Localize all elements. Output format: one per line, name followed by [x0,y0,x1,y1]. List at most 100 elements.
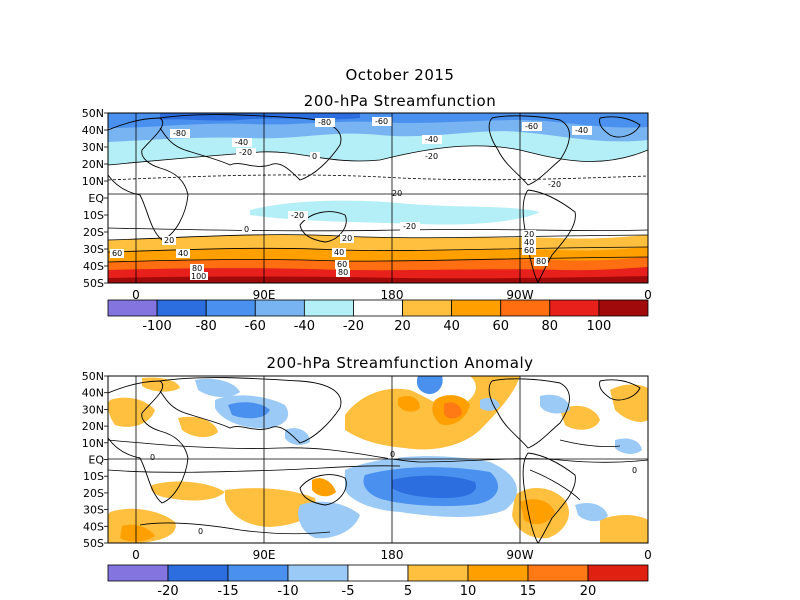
contour-label: -20 [548,180,561,189]
colorbar-label: 60 [492,319,509,334]
contour-label: 0 [632,466,637,475]
contour-label: -20 [239,148,252,157]
bottom-map-panel [108,376,648,543]
lat-tick-label: 20N [82,420,104,433]
lat-tick-label: 50N [82,107,104,120]
lat-tick-label: 40N [82,124,104,137]
lon-tick-label: 180 [381,288,404,302]
contour-label: 0 [244,225,249,234]
contour-label: -60 [375,117,388,126]
colorbar-swatch [587,564,649,582]
bottom-colorbar: -20 -15 -10 -5 5 10 15 20 [107,564,649,599]
contour-label: -20 [425,152,438,161]
lat-tick-label: 20N [82,158,104,171]
contour-label: 0 [312,152,317,161]
colorbar-swatch [527,564,589,582]
contour-label: 0 [390,450,395,459]
lat-tick-label: 50S [83,537,104,550]
colorbar-swatch [347,564,409,582]
colorbar-swatch [156,299,207,317]
lon-tick-label: 0 [132,288,140,302]
contour-label: -80 [173,129,186,138]
colorbar-label: -100 [142,319,172,334]
colorbar-swatch [467,564,529,582]
top-lat-labels: 50N 40N 30N 20N 10N EQ 10S 20S 30S 40S 50S [82,107,108,290]
top-panel-title: 200-hPa Streamfunction [303,92,497,110]
contour-label: -60 [525,122,538,131]
bottom-lat-labels: 50N 40N 30N 20N 10N EQ 10S 20S 30S 40S 50S [82,370,108,550]
chart-date: October 2015 [345,66,455,84]
contour-label: 20 [524,230,534,239]
colorbar-label: -80 [196,319,217,334]
contour-label: -80 [318,118,331,127]
colorbar-label: 20 [580,584,597,599]
contour-label: 20 [164,236,174,245]
contour-label: -20 [403,222,416,231]
colorbar-label: -15 [217,584,238,599]
colorbar-label: 10 [460,584,477,599]
contour-label: 80 [192,264,202,273]
colorbar-swatch [500,299,551,317]
colorbar-label: 15 [520,584,537,599]
colorbar-label: 5 [404,584,412,599]
colorbar-swatch [451,299,502,317]
colorbar-swatch [287,564,349,582]
contour-label: 0 [150,453,155,462]
contour-label: 20 [342,234,352,243]
colorbar-swatch [407,564,469,582]
contour-label: 40 [334,248,344,257]
contour-label: -40 [235,138,248,147]
contour-label: 80 [536,257,546,266]
lon-tick-label: 90E [253,548,276,562]
top-map-panel [108,113,648,283]
colorbar-swatch [254,299,305,317]
bottom-map-labels: 0 0 0 0 [148,450,640,536]
top-grid [108,113,648,283]
lon-tick-label: 180 [381,548,404,562]
lat-tick-label: 10N [82,437,104,450]
lat-tick-label: EQ [88,192,104,205]
colorbar-swatch [167,564,229,582]
top-map-labels: -80 -40 -20 -80 -60 -40 -20 -60 -40 -20 … [110,117,592,281]
lat-tick-label: 40N [82,387,104,400]
lat-tick-label: 10N [82,175,104,188]
lat-tick-label: 10S [83,470,104,483]
colorbar-swatch [402,299,453,317]
contour-label: 0 [198,527,203,536]
colorbar-label: 20 [394,319,411,334]
contour-label: 20 [392,189,402,198]
colorbar-swatch [303,299,354,317]
contour-label: -40 [425,135,438,144]
colorbar-swatch [205,299,256,317]
lat-tick-label: 30N [82,403,104,416]
lat-tick-label: 10S [83,209,104,222]
contour-label: 80 [338,268,348,277]
contour-label: -40 [575,126,588,135]
bottom-grid [108,376,648,543]
lat-tick-label: 50S [83,277,104,290]
lat-tick-label: 30S [83,243,104,256]
colorbar-swatch [107,299,158,317]
top-lon-labels: 0 90E 180 90W 0 [132,288,652,302]
lon-tick-label: 90E [253,288,276,302]
colorbar-label: -20 [343,319,364,334]
colorbar-label: -10 [277,584,298,599]
bottom-lon-labels: 0 90E 180 90W 0 [132,548,652,562]
colorbar-label: -60 [245,319,266,334]
lat-tick-label: 30S [83,504,104,517]
contour-label: 60 [524,246,534,255]
colorbar-label: -20 [157,584,178,599]
colorbar-swatch [549,299,600,317]
colorbar-label: -5 [342,584,355,599]
lon-tick-label: 90W [506,548,533,562]
colorbar-swatch [227,564,289,582]
bottom-contours [108,439,648,535]
lat-tick-label: 40S [83,260,104,273]
lon-tick-label: 90W [506,288,533,302]
contour-label: -20 [291,211,304,220]
lon-tick-label: 0 [132,548,140,562]
colorbar-swatch [598,299,649,317]
lat-tick-label: 20S [83,226,104,239]
contour-label: 40 [524,238,534,247]
